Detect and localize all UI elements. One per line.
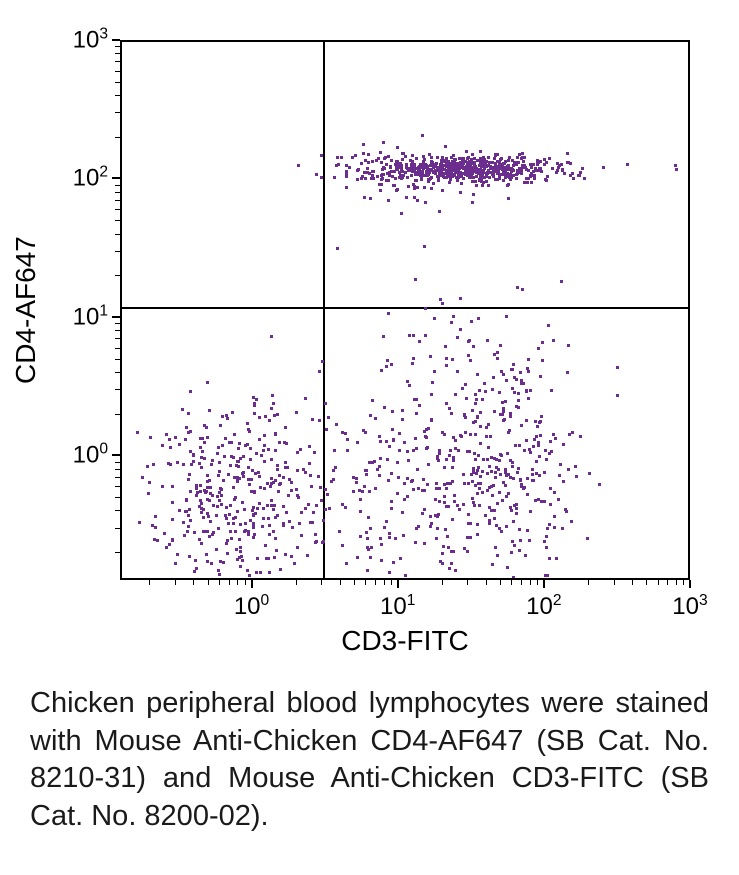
plot-area bbox=[120, 40, 690, 580]
figure-caption: Chicken peripheral blood lymphocytes wer… bbox=[20, 685, 719, 836]
flow-cytometry-chart: CD4-AF647 CD3-FITC 100101102103100101102… bbox=[20, 20, 720, 660]
x-tick-label: 103 bbox=[672, 592, 707, 621]
x-tick-label: 102 bbox=[526, 592, 561, 621]
y-tick-label: 100 bbox=[28, 441, 108, 470]
y-tick-label: 101 bbox=[28, 302, 108, 331]
y-tick-label: 102 bbox=[28, 164, 108, 193]
y-tick-label: 103 bbox=[28, 26, 108, 55]
x-tick-label: 101 bbox=[380, 592, 415, 621]
x-tick-label: 100 bbox=[234, 592, 269, 621]
x-axis-label: CD3-FITC bbox=[120, 625, 690, 657]
